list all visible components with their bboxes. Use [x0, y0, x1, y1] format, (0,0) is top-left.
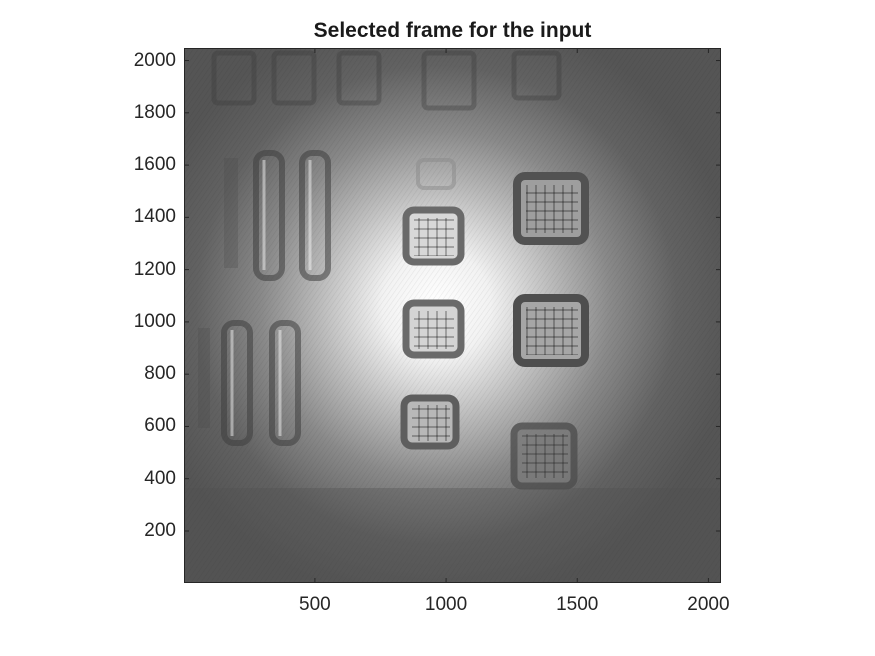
center-square-top: [402, 206, 465, 266]
y-tick-label: 400: [144, 467, 176, 489]
y-tick-label: 1000: [133, 310, 176, 332]
image-axes: [184, 48, 721, 583]
y-tick-label: 2000: [133, 49, 176, 71]
y-tick-label: 800: [144, 363, 176, 385]
y-tick-label: 1200: [133, 258, 176, 280]
y-tick-label: 1400: [133, 206, 176, 228]
x-tick-label: 1000: [424, 594, 468, 615]
grayscale-frame-image: [184, 48, 721, 583]
x-tick-label: 500: [299, 594, 331, 615]
figure-title: Selected frame for the input: [313, 19, 592, 42]
y-tick-label: 600: [144, 415, 176, 437]
x-tick-label: 2000: [687, 594, 730, 615]
x-tick-label: 1500: [556, 594, 599, 615]
axis-ticks: [184, 48, 721, 583]
y-tick-label: 1600: [133, 154, 176, 176]
y-tick-label: 1800: [133, 101, 176, 123]
y-tick-label: 200: [144, 519, 176, 541]
